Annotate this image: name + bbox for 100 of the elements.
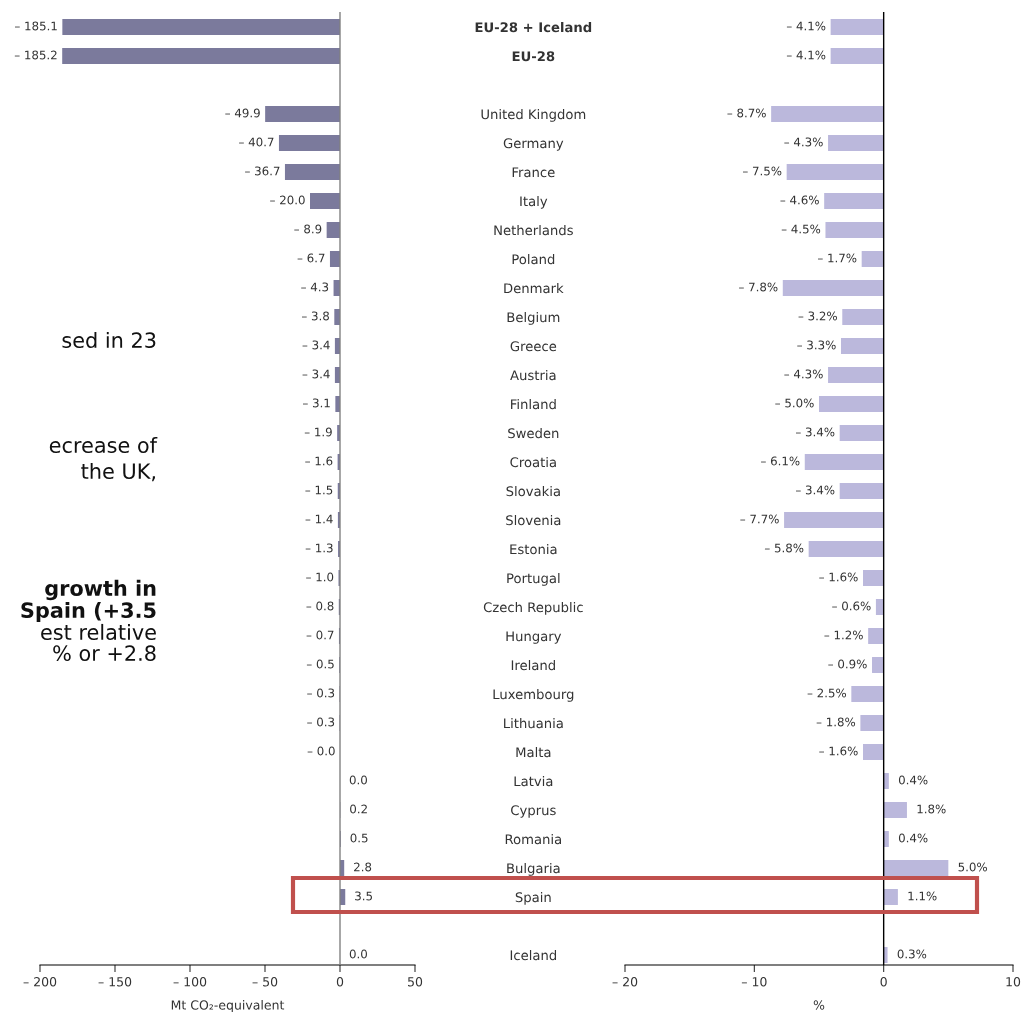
- x-tick-label: 50: [408, 977, 423, 987]
- data-label: – 2.5%: [807, 688, 847, 698]
- data-label: – 1.6%: [819, 746, 858, 756]
- data-label: – 8.7%: [727, 108, 766, 118]
- data-label: – 0.3: [307, 688, 335, 698]
- y-tick-label: Slovenia: [506, 514, 561, 526]
- x-tick-label: – 100: [173, 977, 207, 987]
- data-label: – 0.5: [306, 659, 334, 669]
- data-label: – 4.3%: [784, 369, 823, 379]
- data-label: – 4.6%: [780, 195, 819, 205]
- data-label: – 3.8: [301, 311, 329, 321]
- y-tick-label: Poland: [512, 253, 555, 265]
- data-label: – 3.1: [303, 398, 330, 408]
- y-tick-label: Slovakia: [506, 485, 560, 497]
- data-label: – 0.0: [307, 746, 335, 756]
- data-label: – 0.6%: [832, 601, 871, 611]
- y-tick-label: Spain: [515, 891, 551, 905]
- data-label: – 185.1: [14, 21, 57, 31]
- y-tick-label: Greece: [510, 341, 557, 352]
- data-label: 1.1%: [908, 891, 937, 901]
- annotation: ecrease of: [49, 436, 158, 454]
- data-label: – 49.9: [225, 108, 260, 118]
- y-tick-label: Malta: [516, 746, 551, 758]
- data-label: 0.0: [349, 775, 367, 785]
- data-label: – 4.5%: [781, 224, 821, 234]
- annotation: growth in: [45, 579, 156, 601]
- y-tick-label: Latvia: [514, 775, 553, 787]
- y-tick-label: Denmark: [504, 282, 564, 294]
- data-label: – 3.2%: [798, 311, 837, 321]
- annotation: % or +2.8: [53, 645, 156, 662]
- data-label: 0.5: [350, 833, 368, 843]
- x-axis-title: Mt CO₂-equivalent: [171, 1000, 285, 1013]
- y-tick-label: Cyprus: [511, 805, 556, 818]
- data-label: – 185.2: [14, 50, 57, 60]
- y-tick-label: France: [512, 167, 555, 178]
- data-label: 5.0%: [958, 862, 987, 872]
- x-tick-label: – 50: [252, 977, 278, 987]
- data-label: – 20.0: [270, 195, 305, 205]
- data-label: – 0.7: [306, 630, 334, 640]
- y-tick-label: Romania: [505, 833, 561, 845]
- y-tick-label: Austria: [510, 369, 556, 381]
- data-label: – 4.3: [301, 282, 329, 292]
- y-tick-label: Czech Republic: [483, 601, 583, 615]
- data-label: 0.4%: [898, 833, 928, 843]
- data-label: – 3.4%: [795, 427, 835, 437]
- data-label: – 0.9%: [828, 659, 867, 669]
- data-label: – 0.3: [307, 717, 335, 727]
- data-label: 0.2: [350, 804, 367, 814]
- data-label: – 8.9: [294, 224, 322, 234]
- y-tick-label: Sweden: [508, 427, 559, 439]
- y-tick-label: Portugal: [507, 572, 560, 586]
- data-label: 0.4%: [898, 775, 928, 785]
- data-label: – 3.4: [302, 340, 330, 350]
- y-tick-label: Finland: [511, 398, 556, 410]
- x-tick-label: 0: [880, 977, 887, 987]
- data-label: – 7.7%: [740, 514, 779, 524]
- data-label: – 0.8: [306, 601, 334, 611]
- data-label: – 1.9: [304, 427, 332, 437]
- data-label: 3.5: [355, 891, 372, 901]
- x-tick-label: – 20: [612, 977, 638, 987]
- data-label: – 5.0%: [775, 398, 814, 408]
- data-label: – 6.1%: [761, 456, 800, 466]
- data-label: – 4.3%: [784, 137, 823, 147]
- x-tick-label: – 150: [98, 977, 132, 987]
- data-label: – 1.7%: [817, 253, 857, 263]
- data-label: – 1.2%: [824, 630, 863, 640]
- y-tick-label: Luxembourg: [493, 688, 574, 702]
- y-tick-label: EU-28: [512, 51, 555, 62]
- y-tick-label: Netherlands: [494, 224, 573, 236]
- data-label: – 1.4: [305, 514, 333, 524]
- annotation: est relative: [41, 623, 156, 641]
- data-label: – 1.0: [306, 572, 334, 582]
- data-label: – 1.6: [305, 456, 333, 466]
- data-label: – 4.1%: [786, 21, 826, 31]
- data-label: – 1.5: [305, 485, 333, 495]
- data-label: 2.8: [354, 862, 372, 872]
- y-tick-label: Croatia: [510, 456, 556, 468]
- data-label: – 4.1%: [786, 50, 826, 60]
- y-tick-label: United Kingdom: [481, 108, 586, 122]
- data-label: – 1.6%: [819, 572, 858, 582]
- y-tick-label: Germany: [503, 138, 564, 151]
- x-tick-label: 0: [336, 977, 344, 987]
- annotation: Spain (+3.5: [21, 601, 156, 623]
- data-label: – 1.8%: [816, 717, 856, 727]
- data-label: 1.8%: [917, 804, 946, 814]
- data-label: – 40.7: [239, 137, 274, 147]
- x-axis-title: %: [813, 1000, 825, 1010]
- x-tick-label: – 200: [23, 977, 57, 987]
- annotation: sed in 23: [62, 331, 156, 349]
- data-label: – 3.4: [302, 369, 330, 379]
- x-tick-label: 10: [1006, 977, 1021, 987]
- y-tick-label: Bulgaria: [507, 862, 560, 876]
- y-tick-label: Estonia: [510, 543, 557, 555]
- y-tick-label: Belgium: [507, 311, 560, 325]
- data-label: – 5.8%: [764, 543, 804, 553]
- data-label: 0.3%: [897, 949, 927, 959]
- y-tick-label: Hungary: [506, 631, 562, 644]
- y-tick-label: Italy: [520, 195, 548, 209]
- data-label: – 7.8%: [739, 282, 778, 292]
- y-tick-label: Iceland: [510, 949, 557, 961]
